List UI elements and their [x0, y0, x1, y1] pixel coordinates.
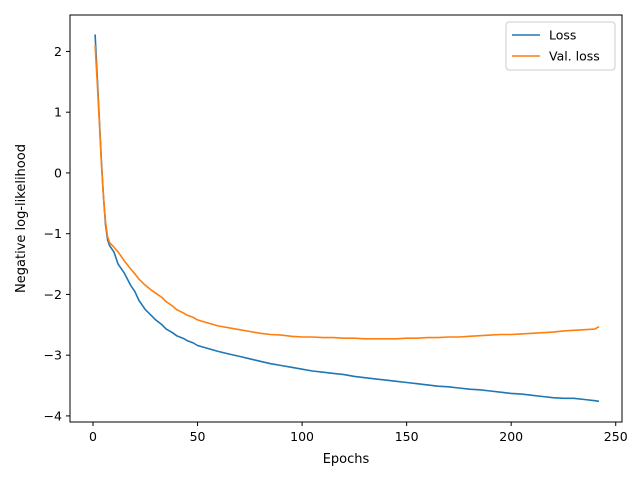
- x-axis: 0 50 100 150 200 250: [89, 422, 628, 444]
- legend-label: Val. loss: [549, 49, 600, 64]
- x-tick-label: 0: [89, 429, 97, 444]
- plot-area: [94, 34, 600, 403]
- series-line-1: [94, 34, 600, 403]
- y-tick-label: −1: [44, 226, 62, 241]
- y-axis: 2 1 0 −1 −2 −3 −4: [44, 44, 70, 423]
- legend: Loss Val. loss: [505, 21, 616, 71]
- x-tick-label: 250: [604, 429, 628, 444]
- y-tick-label: −2: [44, 287, 62, 302]
- x-tick-label: 200: [499, 429, 523, 444]
- x-tick-label: 150: [395, 429, 419, 444]
- y-tick-label: 0: [54, 165, 62, 180]
- x-tick-label: 100: [290, 429, 314, 444]
- y-tick-label: −3: [44, 348, 62, 363]
- x-axis-label: Epochs: [323, 452, 370, 467]
- x-tick-label: 50: [190, 429, 206, 444]
- y-tick-label: 1: [54, 105, 62, 120]
- y-tick-label: −4: [44, 408, 62, 423]
- y-tick-label: 2: [54, 44, 62, 59]
- y-axis-label: Negative log-likelihood: [14, 144, 29, 293]
- legend-box: [505, 21, 616, 71]
- series-line-2: [94, 45, 600, 340]
- axes-frame: [69, 14, 623, 423]
- legend-label: Loss: [549, 28, 576, 43]
